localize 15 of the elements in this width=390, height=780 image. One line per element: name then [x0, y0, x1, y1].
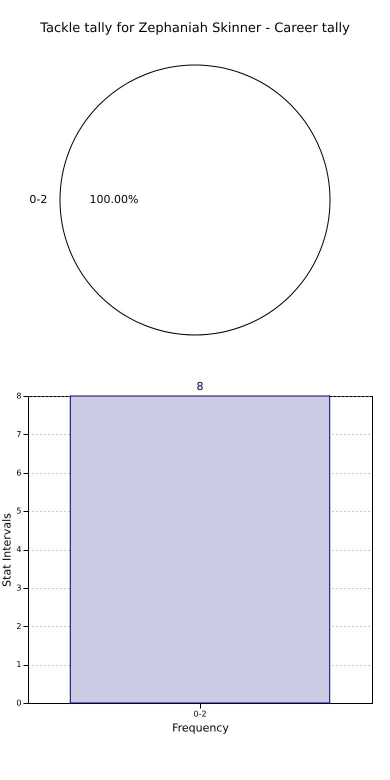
data-label: 8: [196, 380, 204, 393]
y-tick-label: 5: [16, 506, 22, 516]
slice-label: 0-2: [29, 193, 48, 206]
y-tick-label: 7: [16, 430, 22, 439]
data-label: 100.00%: [90, 193, 138, 206]
y-tick-label: 4: [16, 545, 22, 554]
y-tick-label: 8: [16, 392, 22, 400]
y-axis-title: Stat Intervals: [0, 512, 14, 587]
y-tick-label: 0: [16, 698, 22, 708]
y-tick-label: 6: [16, 468, 22, 478]
x-axis-title: Frequency: [172, 722, 230, 734]
y-tick-label: 2: [16, 622, 22, 631]
y-tick-label: 1: [16, 660, 22, 670]
y-tick-label: 3: [16, 583, 22, 592]
chart-title: Tackle tally for Zephaniah Skinner - Career tally: [39, 21, 350, 36]
